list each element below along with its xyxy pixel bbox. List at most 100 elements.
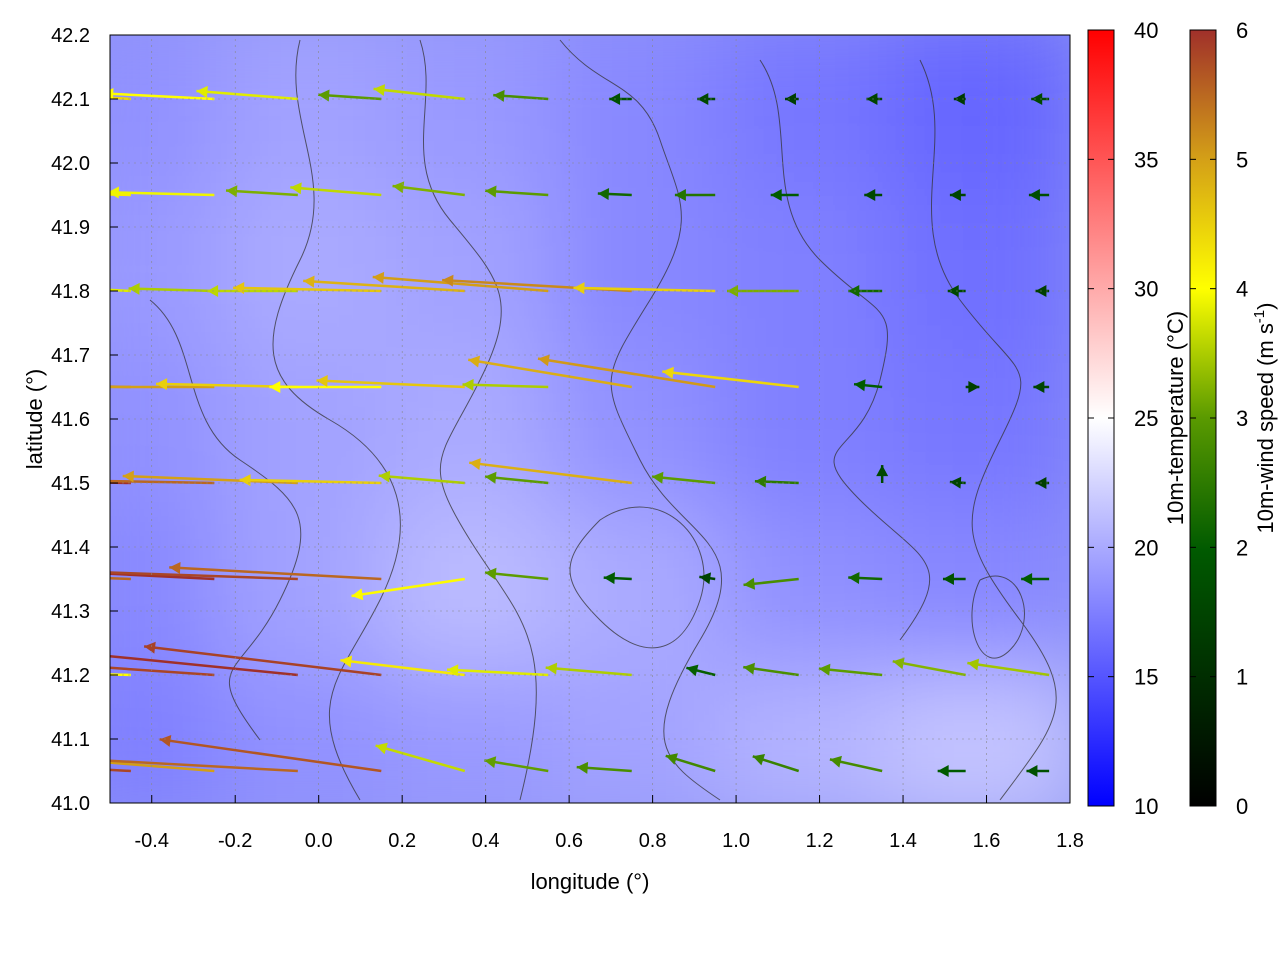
wind-vector (484, 756, 549, 773)
arrow-head-icon (39, 752, 50, 764)
wind-vector (110, 87, 215, 101)
arrow-head-icon (1021, 573, 1033, 585)
arrow-head-icon (1033, 381, 1045, 393)
arrow-head-icon (462, 378, 474, 391)
arrow-head-icon (848, 571, 860, 584)
arrow-head-icon (159, 734, 172, 747)
arrow-head-icon (62, 565, 73, 577)
wind-vector (754, 475, 799, 488)
wind-vector (39, 752, 215, 773)
wind-vector (110, 288, 131, 293)
arrow-head-icon (1031, 93, 1043, 105)
arrow-head-icon (86, 754, 97, 766)
wind-vector (674, 189, 716, 201)
wind-vector (743, 577, 799, 590)
arrow-head-icon (947, 285, 959, 297)
arrow-head-icon (128, 282, 140, 295)
y-tick-label: 41.4 (51, 537, 90, 559)
wind-vector (196, 85, 298, 101)
wind-vector (351, 577, 465, 601)
colorbar-tick-label: 10 (1134, 794, 1158, 819)
wind-vector (545, 662, 632, 677)
arrow-head-icon (686, 664, 699, 677)
wind-vector (128, 282, 215, 295)
arrow-head-icon (892, 657, 905, 670)
wind-vector (818, 663, 883, 677)
wind-colorbar-label: 10m-wind speed (m s-1) (1251, 303, 1278, 534)
wind-vector (110, 385, 215, 389)
contour-lines (149, 39, 1057, 801)
arrow-head-icon (290, 182, 302, 195)
y-tick-label: 42.2 (51, 25, 90, 47)
wind-vector (233, 282, 382, 295)
temperature-cell (552, 169, 753, 349)
arrow-head-icon (949, 189, 961, 201)
x-axis-ticks: -0.4 -0.2 0.0 0.2 0.4 0.6 0.8 1.0 1.2 1.4 1.6 1.8 (135, 795, 1084, 852)
wind-vector (848, 571, 883, 584)
arrow-head-icon (110, 186, 119, 199)
arrow-head-icon (697, 93, 709, 105)
colorbar-tick-label: 2 (1236, 535, 1248, 560)
wind-vector (686, 664, 716, 677)
arrow-head-icon (351, 588, 364, 601)
wind-vector (378, 470, 465, 485)
y-tick-label: 42.0 (51, 153, 90, 175)
wind-vector (1026, 765, 1050, 777)
wind-vector (375, 742, 466, 773)
arrow-head-icon (603, 572, 615, 585)
wind-vector (86, 754, 298, 773)
wind-vector (485, 185, 549, 198)
arrow-head-icon (665, 753, 678, 765)
temperature-cell (385, 169, 586, 349)
x-tick-label: -0.4 (135, 830, 169, 852)
arrow-head-icon (468, 355, 481, 368)
temperature-cell (218, 169, 419, 349)
wind-vector (110, 186, 215, 199)
arrow-head-icon (226, 185, 238, 198)
temperature-cell (886, 35, 1070, 189)
x-tick-label: -0.2 (218, 830, 252, 852)
wind-vector (303, 275, 465, 293)
wind-vector (110, 572, 215, 581)
wind-vectors (3, 84, 1050, 777)
arrow-head-icon (727, 285, 739, 297)
arrow-head-icon (484, 567, 497, 580)
wind-vector (965, 381, 980, 393)
arrow-head-icon (469, 458, 481, 471)
arrow-head-icon (866, 93, 878, 105)
arrow-head-icon (864, 189, 876, 201)
arrow-head-icon (340, 655, 353, 668)
arrow-head-icon (196, 85, 208, 98)
x-tick-label: 1.2 (806, 830, 834, 852)
wind-vector (576, 761, 632, 774)
arrow-head-icon (770, 189, 782, 201)
arrow-head-icon (375, 742, 388, 755)
arrow-head-icon (269, 381, 281, 393)
wind-vector (3, 473, 215, 485)
x-tick-label: 0.8 (639, 830, 667, 852)
arrow-head-icon (233, 282, 245, 295)
arrow-head-icon (239, 474, 251, 487)
y-tick-label: 41.6 (51, 409, 90, 431)
wind-vector (446, 664, 549, 677)
wind-vector (967, 658, 1050, 677)
arrow-head-icon (122, 470, 134, 483)
wind-vector (239, 474, 382, 487)
wind-vector (1021, 573, 1050, 585)
wind-vector (829, 755, 883, 773)
arrow-head-icon (967, 658, 980, 671)
wind-vector (848, 285, 883, 297)
arrow-head-icon (752, 753, 766, 766)
y-tick-label: 41.1 (51, 729, 90, 751)
arrow-head-icon (484, 471, 497, 484)
arrow-head-icon (19, 666, 30, 678)
colorbar-tick-label: 25 (1134, 406, 1158, 431)
arrow-head-icon (3, 473, 14, 485)
arrow-head-icon (876, 465, 889, 477)
x-tick-label: 0.2 (388, 830, 416, 852)
y-tick-label: 42.1 (51, 89, 90, 111)
wind-vector (1028, 189, 1050, 201)
arrow-head-icon (156, 378, 168, 391)
arrow-head-icon (754, 475, 767, 488)
arrow-head-icon (576, 761, 589, 774)
